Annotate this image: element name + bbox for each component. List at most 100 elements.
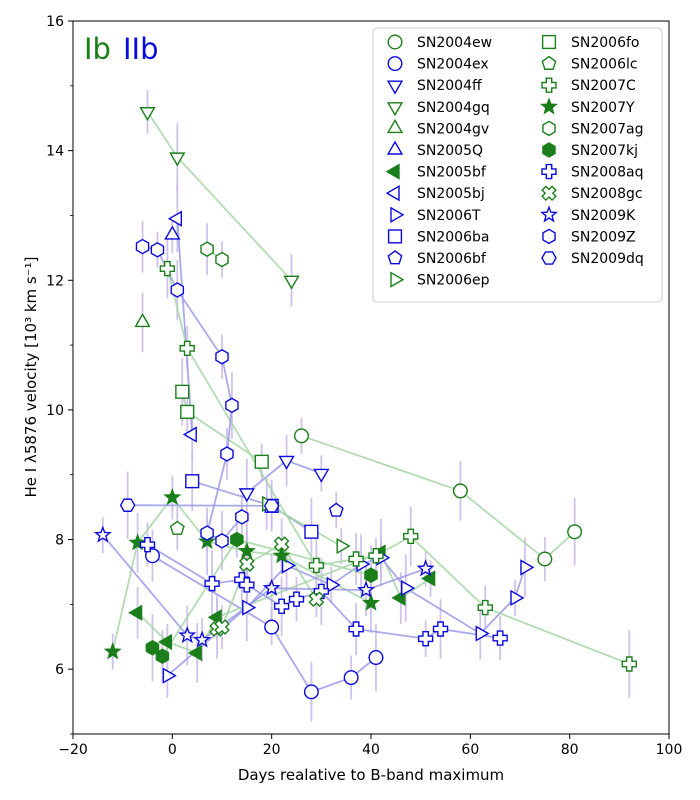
y-tick-label: 6 — [55, 662, 64, 678]
point-SN2006lc — [169, 520, 185, 535]
series-line-SN2004ew — [301, 434, 576, 561]
legend-marker-SN2006bf — [387, 250, 403, 265]
point-SN2006fo — [180, 404, 195, 419]
point-SN2004ew — [567, 524, 583, 540]
point-SN2004ew — [293, 428, 309, 444]
point-SN2004ff — [238, 488, 255, 503]
point-SN2007C — [308, 557, 325, 574]
point-SN2008aq — [348, 621, 364, 637]
series-line-SN2005bj — [176, 218, 194, 435]
point-SN2009Z — [200, 525, 214, 541]
plot-area — [93, 89, 637, 722]
point-SN2006fo — [175, 384, 190, 399]
legend-label: SN2007kj — [571, 143, 638, 159]
point-SN2005bf — [187, 644, 202, 662]
point-SN2007Y — [103, 642, 122, 660]
point-SN2004gq — [283, 275, 300, 290]
x-tick-label: 100 — [656, 742, 683, 758]
legend-label: SN2009Z — [571, 229, 636, 245]
point-SN2005Q — [164, 225, 181, 240]
legend-box — [372, 27, 663, 303]
legend-label: SN2007Y — [571, 100, 635, 116]
point-SN2007Y — [362, 593, 380, 611]
point-SN2006T — [520, 559, 535, 576]
point-SN2005bf — [157, 633, 173, 651]
legend-marker-SN2005Q — [386, 140, 404, 155]
point-SN2007kj — [230, 531, 244, 548]
point-SN2007C — [348, 551, 364, 567]
point-SN2004gq — [139, 107, 156, 122]
legend-marker-SN2007ag — [542, 120, 556, 137]
point-SN2007C — [621, 656, 637, 672]
legend-marker-SN2006ba — [387, 229, 403, 244]
point-SN2007ag — [215, 251, 229, 268]
legend-marker-SN2005bj — [385, 185, 400, 202]
legend-label: SN2005Q — [417, 143, 483, 159]
point-SN2005bf — [421, 570, 436, 587]
legend-label: SN2008gc — [571, 186, 643, 202]
tag-iib: IIb — [123, 32, 159, 66]
legend-marker-SN2006lc — [541, 55, 557, 70]
point-SN2007C — [368, 548, 384, 564]
x-tick-label: −20 — [58, 742, 88, 758]
point-SN2009Z — [220, 446, 234, 462]
y-tick-label: 14 — [46, 144, 64, 160]
point-SN2009Z — [225, 397, 239, 414]
point-SN2004ex — [264, 619, 280, 635]
point-SN2005bj — [182, 426, 197, 443]
point-SN2006T — [475, 625, 490, 642]
legend: SN2004ew SN2004ex SN2004ff SN2004gq SN2004gv… — [372, 27, 663, 303]
series-line-SN2009K — [102, 534, 426, 641]
legend-marker-SN2007C — [541, 77, 557, 93]
point-SN2004gq — [169, 152, 186, 167]
point-SN2007C — [403, 528, 419, 544]
point-SN2008aq — [139, 537, 156, 553]
tag-ib: Ib — [84, 32, 111, 66]
legend-marker-SN2008aq — [541, 163, 557, 180]
point-SN2005bj — [167, 210, 183, 227]
point-SN2006T — [162, 667, 177, 684]
point-SN2006ba — [304, 524, 319, 539]
legend-marker-SN2007kj — [542, 142, 556, 158]
point-SN2004ex — [368, 650, 384, 666]
legend-marker-SN2008gc — [541, 185, 557, 202]
point-SN2006T — [242, 599, 257, 616]
legend-label: SN2004ew — [417, 35, 492, 51]
y-tick-label: 16 — [46, 14, 64, 30]
axes: −20 0 20 40 60 80 100 6 8 10 12 14 16 — [46, 14, 682, 758]
legend-marker-SN2004gv — [386, 119, 404, 134]
legend-label: SN2009dq — [571, 251, 644, 267]
point-SN2008aq — [432, 621, 449, 637]
legend-label: SN2004gv — [417, 121, 489, 137]
point-SN2008aq — [492, 630, 508, 646]
legend-label: SN2004gq — [417, 100, 490, 116]
point-SN2006ba — [185, 474, 200, 489]
legend-marker-SN2009dq — [541, 251, 557, 265]
point-SN2007C — [179, 340, 195, 357]
point-SN2009Z — [215, 533, 229, 549]
point-SN2004ex — [303, 684, 319, 700]
point-SN2007Y — [128, 533, 147, 551]
point-SN2009K — [193, 630, 212, 648]
point-SN2009K — [262, 578, 281, 596]
point-SN2007Y — [272, 546, 291, 564]
point-SN2006T — [326, 576, 341, 594]
point-SN2007kj — [155, 648, 170, 665]
legend-label: SN2006fo — [571, 35, 639, 51]
legend-label: SN2009K — [571, 208, 636, 224]
series-line-SN2009dq — [127, 504, 272, 507]
legend-label: SN2004ff — [417, 78, 482, 94]
legend-label: SN2005bf — [417, 165, 487, 181]
legend-label: SN2007ag — [571, 121, 643, 137]
point-SN2008gc — [273, 536, 290, 552]
point-SN2004ex — [343, 670, 359, 686]
legend-marker-SN2009Z — [542, 228, 556, 245]
point-SN2005bf — [128, 604, 143, 621]
x-axis-label: Days realative to B-band maximum — [238, 766, 504, 784]
series-line-SN2006ep — [266, 503, 342, 547]
point-SN2009K — [357, 580, 376, 598]
point-SN2007Y — [237, 541, 256, 559]
point-SN2008aq — [239, 577, 255, 593]
point-SN2006T — [401, 580, 416, 597]
